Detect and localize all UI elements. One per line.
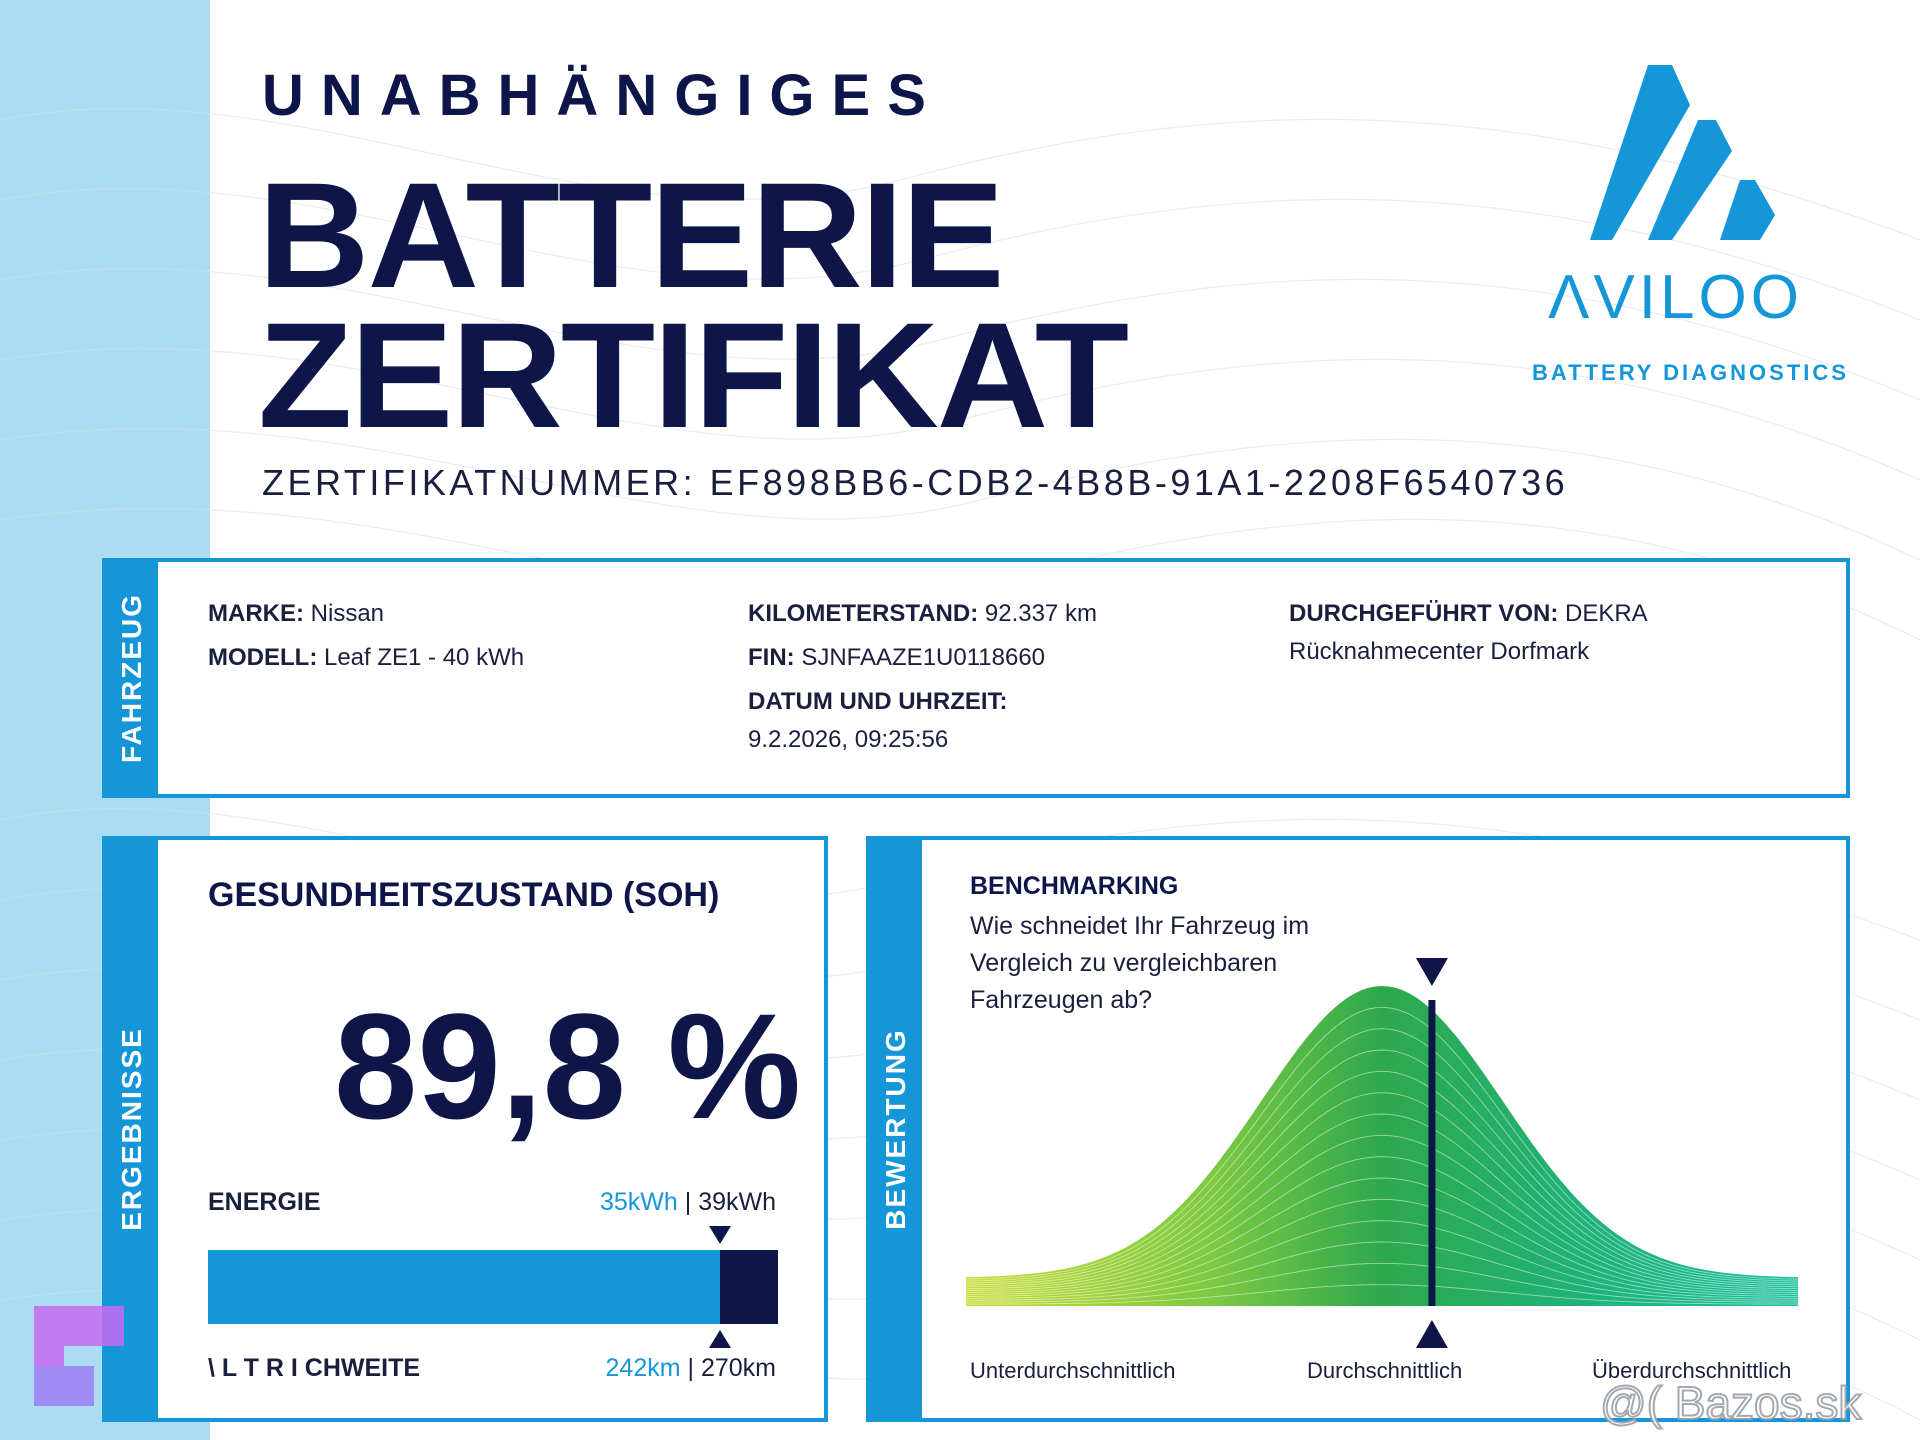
- aviloo-logo-icon: [1590, 65, 1775, 240]
- datetime-value: 9.2.2026, 09:25:56: [748, 726, 949, 753]
- vin-label: FIN:: [748, 644, 795, 671]
- rating-panel: BEWERTUNG BENCHMARKING Wie schneidet Ihr…: [866, 836, 1850, 1422]
- bell-contour-line: [966, 1241, 1798, 1301]
- bell-curve-area: [966, 986, 1798, 1306]
- certificate-number: ZERTIFIKATNUMMER: EF898BB6-CDB2-4B8B-91A…: [262, 462, 1569, 503]
- certificate-subtitle: UNABHÄNGIGES: [262, 63, 943, 128]
- vehicle-panel: FAHRZEUG MARKE: Nissan MODELL: Leaf ZE1 …: [102, 558, 1850, 798]
- rating-tab: BEWERTUNG: [870, 840, 922, 1418]
- make-field: MARKE: Nissan: [208, 600, 384, 628]
- bell-contour-line: [966, 1134, 1799, 1292]
- soh-value: 89,8 %: [334, 982, 801, 1150]
- vin-field: FIN: SJNFAAZE1U0118660: [748, 644, 1045, 672]
- energy-separator: |: [677, 1188, 699, 1216]
- performed-by-label: DURCHGEFÜHRT VON:: [1289, 600, 1559, 627]
- brand-tagline: BATTERY DIAGNOSTICS: [1532, 360, 1849, 385]
- datetime-label: DATUM UND UHRZEIT:: [748, 688, 1008, 715]
- performed-by-location: Rücknahmecenter Dorfmark: [1289, 638, 1590, 665]
- axis-label-below-average: Unterdurchschnittlich: [970, 1358, 1176, 1383]
- benchmarking-question: Wie schneidet Ihr Fahrzeug im Vergleich …: [970, 912, 1310, 1014]
- mileage-label: KILOMETERSTAND:: [748, 600, 979, 627]
- watermark-text: @( Bazos.sk: [1599, 1376, 1862, 1430]
- datetime-field: DATUM UND UHRZEIT:: [748, 688, 1008, 716]
- results-tab-label: ERGEBNISSE: [116, 1027, 147, 1231]
- bell-contour-line: [966, 1177, 1799, 1295]
- bell-contour-line: [966, 1006, 1799, 1280]
- bell-contour-line: [966, 1262, 1799, 1303]
- energy-bar-fill: [208, 1250, 720, 1324]
- bell-contour-line: [966, 1113, 1799, 1290]
- overlay-logo-icon: [34, 1306, 124, 1406]
- bell-contour-line: [966, 1070, 1799, 1286]
- mileage-value: 92.337 km: [984, 600, 1097, 627]
- energy-current: 35kWh: [599, 1188, 678, 1216]
- vehicle-tab: FAHRZEUG: [106, 562, 158, 794]
- certificate-title-line2: ZERTIFIKAT: [258, 291, 1129, 459]
- energy-max: 39kWh: [698, 1188, 776, 1216]
- model-label: MODELL:: [208, 644, 318, 671]
- range-label: \ L T R I CHWEITE: [208, 1354, 421, 1382]
- brand-name: ΛVILOO: [1548, 263, 1803, 332]
- bell-contour-line: [966, 1220, 1798, 1299]
- range-max: 270km: [700, 1354, 776, 1382]
- make-value: Nissan: [310, 600, 385, 627]
- range-current: 242km: [605, 1354, 681, 1382]
- bell-curve-contours: [966, 1006, 1799, 1305]
- benchmark-marker-top-icon: [1415, 957, 1448, 986]
- rating-tab-label: BEWERTUNG: [880, 1028, 911, 1230]
- energy-bar: [208, 1250, 778, 1324]
- model-value: Leaf ZE1 - 40 kWh: [323, 644, 525, 671]
- axis-label-average: Durchschnittlich: [1307, 1358, 1463, 1383]
- certificate-title-line1: BATTERIE: [258, 151, 1005, 319]
- benchmark-marker-bottom-icon: [1415, 1320, 1448, 1348]
- results-panel: ERGEBNISSE GESUNDHEITSZUSTAND (SOH) 89,8…: [102, 836, 828, 1422]
- bell-contour-line: [966, 1156, 1799, 1294]
- bell-contour-line: [966, 1028, 1799, 1282]
- range-separator: |: [680, 1354, 701, 1382]
- bell-contour-line: [966, 1198, 1798, 1297]
- performed-by-field: DURCHGEFÜHRT VON: DEKRA: [1289, 600, 1648, 628]
- soh-title: GESUNDHEITSZUSTAND (SOH): [208, 876, 720, 914]
- bell-contour-line: [966, 1284, 1798, 1305]
- vehicle-tab-label: FAHRZEUG: [116, 593, 147, 763]
- vin-value: SJNFAAZE1U0118660: [801, 644, 1046, 671]
- range-values: 242km | 270km: [606, 1354, 776, 1383]
- axis-label-above-average: Überdurchschnittlich: [1592, 1358, 1792, 1383]
- performed-by-value: DEKRA: [1565, 600, 1648, 627]
- model-field: MODELL: Leaf ZE1 - 40 kWh: [208, 644, 524, 672]
- energy-marker-down-icon: [708, 1226, 731, 1244]
- mileage-field: KILOMETERSTAND: 92.337 km: [748, 600, 1097, 628]
- make-label: MARKE:: [208, 600, 304, 627]
- energy-label: ENERGIE: [208, 1188, 321, 1216]
- energy-values: 35kWh | 39kWh: [600, 1188, 776, 1217]
- bell-contour-line: [966, 1092, 1799, 1288]
- bell-contour-line: [966, 1049, 1799, 1284]
- range-marker-up-icon: [708, 1330, 731, 1348]
- benchmarking-title: BENCHMARKING: [970, 872, 1179, 900]
- benchmark-bell-curve: [966, 957, 1799, 1348]
